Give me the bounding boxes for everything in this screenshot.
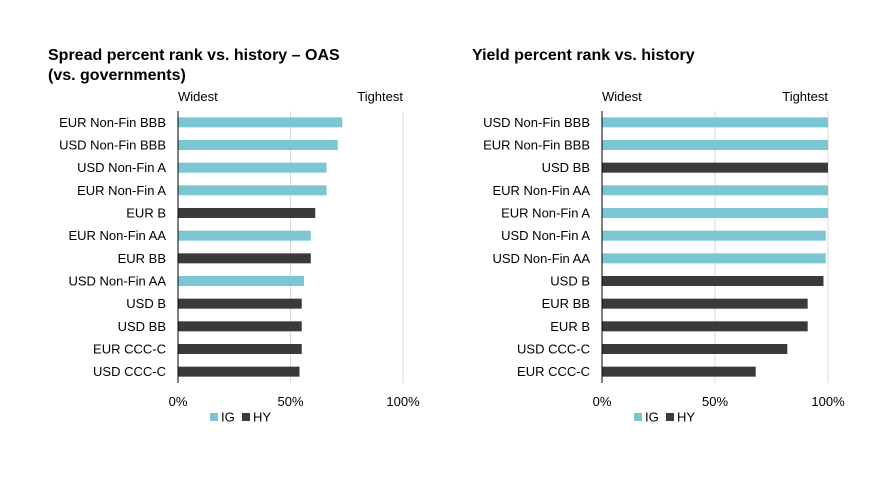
yield-category-label-usd-b: USD B xyxy=(550,274,590,289)
spread-bar-eur-ccc-c xyxy=(178,344,302,354)
spread-category-label-eur-non-fin-a: EUR Non-Fin A xyxy=(77,183,166,198)
spread-widest-label: Widest xyxy=(178,89,218,104)
yield-category-label-eur-non-fin-bbb: EUR Non-Fin BBB xyxy=(483,138,590,153)
spread-category-label-usd-bb: USD BB xyxy=(118,319,166,334)
spread-bar-usd-non-fin-aa xyxy=(178,276,304,286)
yield-category-label-eur-ccc-c: EUR CCC-C xyxy=(517,364,590,379)
yield-chart-title-line-1: Yield percent rank vs. history xyxy=(472,47,695,64)
spread-category-label-usd-ccc-c: USD CCC-C xyxy=(93,364,166,379)
spread-chart: Widest Tightest EUR Non-Fin BBB USD Non-Fin… xyxy=(59,89,420,425)
yield-category-label-usd-non-fin-bbb: USD Non-Fin BBB xyxy=(483,115,590,130)
spread-chart-panel: Spread percent rank vs. history – OAS (v… xyxy=(48,46,420,425)
spread-x-tick-label-1: 50% xyxy=(277,394,303,409)
spread-category-label-eur-ccc-c: EUR CCC-C xyxy=(93,342,166,357)
spread-category-label-eur-non-fin-bbb: EUR Non-Fin BBB xyxy=(59,115,166,130)
spread-bar-usd-bb xyxy=(178,321,302,332)
spread-legend-label-hy: HY xyxy=(253,410,271,425)
yield-x-tick-label-2: 100% xyxy=(811,394,845,409)
spread-legend-label-ig: IG xyxy=(221,410,235,425)
spread-bar-eur-bb xyxy=(178,253,311,264)
spread-category-label-eur-bb: EUR BB xyxy=(118,251,166,266)
yield-chart: Widest Tightest USD Non-Fin BBB EUR Non-Fin… xyxy=(483,89,845,425)
spread-x-tick-label-2: 100% xyxy=(386,394,420,409)
yield-category-label-eur-b: EUR B xyxy=(550,319,590,334)
spread-category-label-eur-non-fin-aa: EUR Non-Fin AA xyxy=(68,228,166,243)
yield-bar-eur-non-fin-bbb xyxy=(602,140,828,150)
yield-chart-panel: Yield percent rank vs. history Widest Tig… xyxy=(445,0,890,500)
yield-bar-eur-non-fin-a xyxy=(602,208,828,218)
spread-bar-eur-non-fin-a xyxy=(178,185,327,196)
yield-legend-swatch-ig xyxy=(634,413,642,421)
yield-bar-usd-non-fin-a xyxy=(602,230,826,241)
spread-category-label-usd-non-fin-bbb: USD Non-Fin BBB xyxy=(59,138,166,153)
spread-legend-swatch-hy xyxy=(242,413,250,421)
yield-bar-usd-bb xyxy=(602,162,828,173)
yield-category-label-usd-non-fin-aa: USD Non-Fin AA xyxy=(492,251,590,266)
yield-bar-usd-non-fin-aa xyxy=(602,253,826,264)
yield-bar-eur-non-fin-aa xyxy=(602,185,828,196)
yield-bar-eur-b xyxy=(602,321,808,332)
yield-category-label-usd-bb: USD BB xyxy=(542,160,590,175)
spread-bar-usd-b xyxy=(178,298,302,309)
spread-chart-title-line-2: (vs. governments) xyxy=(48,67,186,84)
spread-x-tick-label-0: 0% xyxy=(169,394,188,409)
spread-bar-eur-non-fin-bbb xyxy=(178,117,343,128)
yield-bar-usd-ccc-c xyxy=(602,344,788,354)
yield-category-label-usd-non-fin-a: USD Non-Fin A xyxy=(501,228,590,243)
spread-bar-usd-non-fin-a xyxy=(178,162,327,173)
yield-bar-eur-bb xyxy=(602,298,808,309)
yield-legend-swatch-hy xyxy=(666,413,674,421)
yield-category-label-eur-non-fin-a: EUR Non-Fin A xyxy=(501,206,590,221)
yield-x-tick-label-0: 0% xyxy=(593,394,612,409)
spread-bar-usd-non-fin-bbb xyxy=(178,140,338,150)
yield-category-label-eur-bb: EUR BB xyxy=(542,296,590,311)
spread-bar-usd-ccc-c xyxy=(178,366,300,377)
spread-category-label-usd-non-fin-aa: USD Non-Fin AA xyxy=(68,274,166,289)
yield-bar-usd-b xyxy=(602,276,824,286)
spread-category-label-usd-b: USD B xyxy=(126,296,166,311)
spread-legend-swatch-ig xyxy=(210,413,218,421)
spread-chart-title-line-1: Spread percent rank vs. history – OAS xyxy=(48,47,340,64)
spread-chart-title: Spread percent rank vs. history – OAS (v… xyxy=(48,46,340,86)
yield-tightest-label: Tightest xyxy=(782,89,828,104)
spread-bar-eur-b xyxy=(178,208,316,218)
spread-category-label-usd-non-fin-a: USD Non-Fin A xyxy=(77,160,166,175)
yield-bar-eur-ccc-c xyxy=(602,366,756,377)
yield-legend-label-hy: HY xyxy=(677,410,695,425)
spread-category-label-eur-b: EUR B xyxy=(126,206,166,221)
yield-category-label-eur-non-fin-aa: EUR Non-Fin AA xyxy=(492,183,590,198)
yield-category-label-usd-ccc-c: USD CCC-C xyxy=(517,342,590,357)
yield-x-tick-label-1: 50% xyxy=(702,394,728,409)
yield-legend-label-ig: IG xyxy=(645,410,659,425)
spread-tightest-label: Tightest xyxy=(357,89,403,104)
yield-chart-title: Yield percent rank vs. history xyxy=(472,46,695,66)
yield-widest-label: Widest xyxy=(602,89,642,104)
spread-bar-eur-non-fin-aa xyxy=(178,230,311,241)
yield-bar-usd-non-fin-bbb xyxy=(602,117,828,128)
